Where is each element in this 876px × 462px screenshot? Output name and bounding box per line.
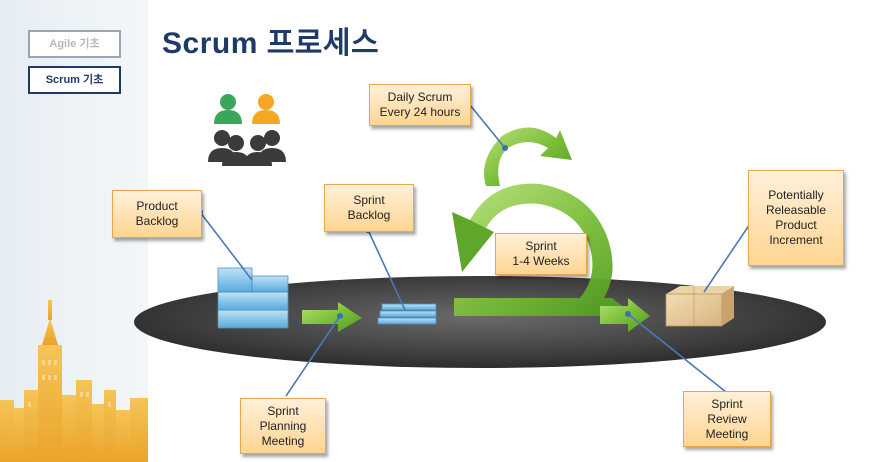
product-increment-callout: Potentially Releasable Product Increment: [748, 170, 844, 266]
sprint-backlog-callout: Sprint Backlog: [324, 184, 414, 232]
daily-scrum-callout: Daily Scrum Every 24 hours: [369, 84, 471, 126]
sprint-review-callout: Sprint Review Meeting: [683, 391, 771, 447]
planning-arrow: [302, 302, 362, 332]
sprint-planning-callout: Sprint Planning Meeting: [240, 398, 326, 454]
page-title: Scrum 프로세스: [162, 27, 380, 60]
team-people-icon: [208, 94, 286, 166]
product-increment-box: [665, 286, 734, 327]
city-skyline-graphic: [0, 300, 148, 462]
nav-scrum-basics-button[interactable]: Scrum 기초: [28, 66, 121, 94]
product-backlog-callout: Product Backlog: [112, 190, 202, 238]
product-backlog-stack: [217, 267, 289, 329]
review-arrow: [600, 298, 650, 332]
sprint-backlog-stack: [377, 303, 437, 325]
sprint-duration-callout: Sprint 1-4 Weeks: [495, 233, 587, 275]
platform-disc: [134, 276, 826, 368]
nav-agile-basics-button[interactable]: Agile 기초: [28, 30, 121, 58]
sprint-cycle-arrow: [452, 127, 622, 316]
connector-lines: [199, 104, 755, 397]
